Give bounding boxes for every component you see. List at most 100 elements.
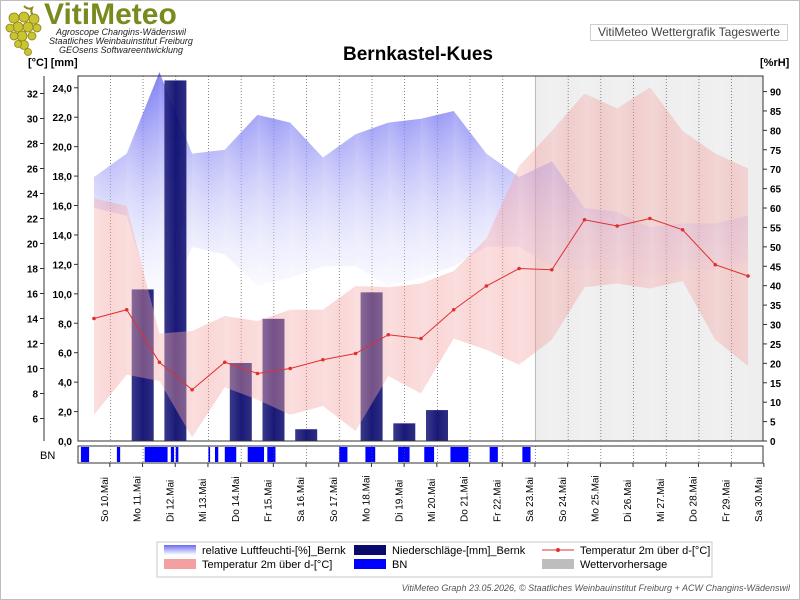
legend-label: Wettervorhersage — [580, 559, 667, 571]
bn-segment — [365, 447, 376, 462]
temperature-point — [746, 274, 750, 278]
date-label: Mi 13.Mai — [198, 479, 209, 522]
humidity-tick-label: 75 — [770, 146, 782, 157]
bn-segment — [398, 447, 410, 462]
precip-tick-label: 8,0 — [58, 319, 72, 330]
temp-tick-label: 16 — [27, 290, 39, 301]
legend-label: Temperatur 2m über d-[°C] — [580, 545, 710, 557]
precip-tick-label: 22,0 — [53, 113, 73, 124]
temp-tick-label: 28 — [27, 140, 39, 151]
bn-segment — [267, 447, 276, 462]
day-shade — [649, 76, 683, 441]
bn-segment — [175, 447, 179, 462]
bn-segment — [116, 447, 121, 462]
temperature-point — [321, 357, 325, 362]
precip-tick-label: 10,0 — [53, 290, 73, 301]
temp-tick-label: 14 — [27, 315, 39, 326]
bn-segment — [224, 447, 237, 462]
legend-swatch-precip — [354, 545, 386, 555]
temp-tick-label: 30 — [27, 115, 39, 126]
bn-segment — [450, 447, 469, 462]
date-label: Mo 18.Mai — [362, 475, 373, 522]
day-shade — [126, 76, 160, 441]
humidity-tick-label: 80 — [770, 126, 782, 137]
humidity-tick-label: 20 — [770, 359, 782, 370]
day-shade — [355, 76, 389, 441]
date-label: Sa 16.Mai — [296, 477, 307, 522]
humidity-tick-label: 10 — [770, 398, 782, 409]
temp-tick-label: 26 — [27, 165, 39, 176]
temperature-point — [680, 227, 685, 232]
humidity-tick-label: 50 — [770, 243, 782, 254]
day-shade — [584, 76, 618, 441]
date-label: Do 28.Mai — [689, 476, 700, 522]
day-shade — [421, 76, 454, 441]
chart-title: Bernkastel-Kues — [343, 44, 493, 65]
logo-title: VitiMeteo — [44, 0, 177, 31]
date-label: So 17.Mai — [329, 477, 340, 522]
date-label: Mo 11.Mai — [133, 476, 144, 522]
left-axis-unit: [°C] [mm] — [28, 57, 78, 69]
precip-tick-label: 18,0 — [53, 172, 73, 183]
humidity-tick-label: 45 — [770, 262, 782, 273]
bn-label: BN — [40, 450, 55, 462]
temp-tick-label: 22 — [27, 215, 39, 226]
date-label: Mi 20.Mai — [427, 479, 438, 522]
bn-segment — [424, 447, 435, 462]
day-shade — [453, 76, 487, 441]
legend-box — [156, 541, 713, 578]
logo-line-3: GEOsens Softwareentwicklung — [58, 45, 184, 55]
date-label: Di 19.Mai — [394, 480, 405, 522]
date-label: Di 12.Mai — [165, 480, 176, 522]
humidity-tick-label: 70 — [770, 165, 782, 176]
legend-swatch-humidity — [164, 545, 196, 555]
bn-segment — [80, 447, 90, 462]
date-label: Do 14.Mai — [231, 476, 242, 522]
day-shade — [715, 76, 748, 441]
temperature-point — [451, 307, 456, 312]
humidity-tick-label: 40 — [770, 282, 782, 293]
date-label: So 10.Mai — [100, 477, 111, 522]
legend-label: relative Luftfeuchti-[%]_Bernk — [202, 545, 346, 557]
humidity-tick-label: 30 — [770, 321, 782, 332]
precip-tick-label: 12,0 — [53, 260, 73, 271]
humidity-tick-label: 0 — [770, 437, 776, 448]
day-shade — [159, 76, 193, 441]
temperature-point — [223, 360, 227, 365]
bn-segment — [247, 447, 265, 462]
date-label: Sa 30.Mai — [754, 477, 765, 522]
temperature-point — [648, 216, 652, 221]
temperature-point — [353, 351, 358, 356]
bn-strip — [77, 445, 764, 464]
temperature-point — [713, 262, 718, 267]
day-shade — [94, 76, 127, 441]
temperature-point — [157, 360, 162, 365]
bn-segment — [214, 447, 219, 462]
day-shade — [257, 76, 291, 441]
temperature-point — [517, 266, 521, 271]
footer-credit: VitiMeteo Graph 23.05.2026, © Staatliche… — [401, 583, 790, 593]
temp-tick-label: 32 — [27, 90, 39, 101]
temperature-point — [582, 217, 587, 222]
temp-tick-label: 8 — [32, 390, 38, 401]
date-label: Fr 15.Mai — [264, 480, 275, 522]
bn-segment — [144, 447, 168, 462]
day-shade — [388, 76, 421, 441]
precip-tick-label: 20,0 — [53, 143, 73, 154]
date-label: Fr 29.Mai — [721, 480, 732, 522]
temp-tick-label: 18 — [27, 265, 39, 276]
precip-tick-label: 14,0 — [53, 231, 73, 242]
temperature-point — [615, 224, 619, 228]
humidity-tick-label: 55 — [770, 223, 782, 234]
precip-tick-label: 4,0 — [58, 378, 72, 389]
temperature-point — [484, 284, 489, 288]
bn-segment — [522, 447, 531, 462]
temperature-point — [550, 267, 554, 272]
grape-icon — [5, 5, 42, 56]
day-shade — [322, 76, 356, 441]
day-shade — [682, 76, 716, 441]
date-label: Mi 27.Mai — [656, 479, 667, 522]
graph-type-label: VitiMeteo Wettergrafik Tageswerte — [590, 24, 788, 41]
humidity-tick-label: 60 — [770, 204, 782, 215]
